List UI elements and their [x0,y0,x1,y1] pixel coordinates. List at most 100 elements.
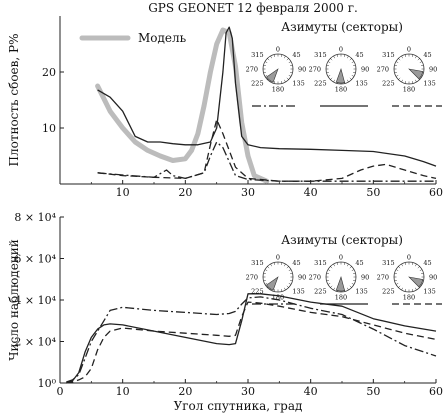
dial-tick [347,55,349,59]
dial-sector [408,276,424,288]
dial-tick [280,54,283,57]
dial-tick [330,266,333,269]
dial-tick [290,272,293,275]
x-tick-label: 50 [366,385,380,398]
dial-tick [336,54,339,57]
x-tick-label: 10 [116,186,130,199]
dial-tick [263,272,266,275]
dial-tick [327,61,331,63]
y-tick-label: 6 × 10⁴ [14,253,56,266]
x-tick-label: 30 [241,385,255,398]
dial-tick [270,55,272,59]
sectors-legend-title: Азимуты (секторы) [281,233,403,247]
azimuth-label: 315 [382,51,394,59]
dial-tick [343,54,346,57]
y-axis-label: Плотность сбоев, P% [7,33,21,166]
x-axis-label: Угол спутника, град [174,399,303,413]
azimuth-label: 45 [355,51,363,59]
dial-tick [270,263,272,267]
dial-tick [284,263,286,267]
azimuth-label: 315 [251,51,263,59]
dial-tick [336,262,339,265]
dial-tick [288,61,292,63]
azimuth-label: 180 [272,293,284,301]
dial-sector [335,276,345,292]
dial-tick [398,58,401,61]
dial-tick [263,71,266,74]
x-tick-label: 40 [304,186,318,199]
azimuth-label: 45 [292,259,300,267]
dial-tick [284,79,286,83]
azimuth-label: 180 [335,85,347,93]
dial-tick [330,285,333,288]
dial-tick [415,79,417,83]
dial-tick [264,269,268,271]
azimuth-label: 270 [309,273,321,281]
dial-tick [330,58,333,61]
dial-tick [401,287,403,291]
azimuth-label: 90 [361,273,369,281]
dial-tick [404,54,407,57]
dial-tick [327,269,331,271]
azimuth-label: 315 [314,259,326,267]
azimuth-label: 135 [423,288,435,296]
dial-tick [264,283,268,285]
azimuth-label: 135 [292,80,304,88]
azimuth-label: 135 [292,288,304,296]
x-tick-label: 0 [57,385,64,398]
x-tick-label: 20 [178,186,192,199]
azimuth-dial: 0 45 90 135 180 225 270 315 [377,45,438,93]
dial-tick [284,287,286,291]
y-tick-label: 4 × 10⁴ [14,294,56,307]
dial-tick [288,283,292,285]
x-tick-label: 10 [116,385,130,398]
dial-tick [273,289,276,292]
dial-tick [404,289,407,292]
azimuth-dial: 0 45 90 135 180 225 270 315 [377,253,438,301]
azimuth-label: 225 [382,288,394,296]
dial-tick [419,269,423,271]
y-tick-label: 10⁰ [38,377,57,390]
dial-sector [408,68,424,80]
azimuth-dial: 0 45 90 135 180 225 270 315 [309,45,370,93]
azimuth-label: 270 [377,65,389,73]
dial-tick [421,64,424,67]
dial-tick [401,263,403,267]
dial-tick [264,61,268,63]
x-tick-label: 20 [178,385,192,398]
azimuth-label: 135 [355,80,367,88]
model-legend-label: Модель [138,31,187,45]
dial-tick [421,272,424,275]
dial-tick [394,64,397,67]
azimuth-label: 0 [407,253,411,261]
dial-tick [273,54,276,57]
azimuth-label: 0 [276,253,280,261]
sectors-legend-title: Азимуты (секторы) [281,20,403,34]
azimuth-label: 90 [429,65,437,73]
dial-tick [351,269,355,271]
dial-tick [395,283,399,285]
azimuth-label: 90 [298,273,306,281]
series-line-solid [97,26,437,167]
dial-tick [326,272,329,275]
dial-tick [286,266,289,269]
dial-tick [351,75,355,77]
dial-tick [419,61,423,63]
azimuth-label: 225 [314,80,326,88]
dial-tick [347,79,349,83]
y-tick-label: 8 × 10⁴ [14,211,56,224]
azimuth-label: 135 [423,80,435,88]
azimuth-label: 0 [339,45,343,53]
dial-tick [347,263,349,267]
y-tick-label: 2 × 10⁴ [14,336,56,349]
dial-tick [290,71,293,74]
azimuth-label: 270 [377,273,389,281]
azimuth-label: 225 [251,80,263,88]
azimuth-label: 180 [272,85,284,93]
x-tick-label: 40 [304,385,318,398]
azimuth-label: 45 [423,259,431,267]
dial-tick [263,64,266,67]
dial-tick [404,81,407,84]
dial-tick [284,55,286,59]
azimuth-label: 0 [339,253,343,261]
